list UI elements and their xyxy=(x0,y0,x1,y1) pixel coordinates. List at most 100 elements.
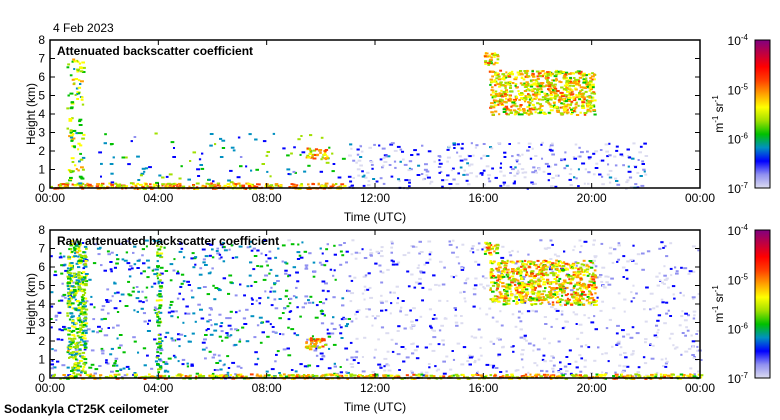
heatmap-cell xyxy=(543,272,546,275)
heatmap-cell xyxy=(697,249,701,252)
heatmap-cell xyxy=(537,271,541,274)
heatmap-cell xyxy=(568,82,572,84)
heatmap-cell xyxy=(383,365,386,368)
heatmap-cell xyxy=(566,108,569,111)
heatmap-cell xyxy=(380,246,384,249)
heatmap-cell xyxy=(455,256,460,259)
heatmap-cell xyxy=(142,312,147,315)
heatmap-cell xyxy=(78,281,81,284)
heatmap-cell xyxy=(502,303,507,306)
heatmap-cell xyxy=(271,330,275,333)
heatmap-cell xyxy=(79,70,84,73)
heatmap-cell xyxy=(200,317,205,320)
heatmap-cell xyxy=(79,360,83,362)
x-tick-label: 04:00 xyxy=(143,191,173,205)
heatmap-cell xyxy=(589,80,593,83)
heatmap-cell xyxy=(525,112,528,114)
heatmap-cell xyxy=(455,183,460,186)
heatmap-cell xyxy=(67,297,71,300)
heatmap-cell xyxy=(148,186,153,189)
heatmap-cell xyxy=(81,242,85,244)
heatmap-cell xyxy=(578,84,582,87)
y-tick-label: 6 xyxy=(38,70,45,84)
heatmap-cell xyxy=(268,272,271,275)
heatmap-cell xyxy=(534,79,538,82)
heatmap-cell xyxy=(587,316,591,319)
heatmap-cell xyxy=(557,287,562,290)
heatmap-cell xyxy=(542,283,547,286)
heatmap-cell xyxy=(78,365,82,368)
heatmap-cell xyxy=(76,182,80,185)
heatmap-cell xyxy=(515,86,519,89)
heatmap-cell xyxy=(70,240,74,243)
heatmap-cell xyxy=(350,253,354,256)
heatmap-cell xyxy=(208,178,211,181)
heatmap-cell xyxy=(658,247,662,250)
heatmap-cell xyxy=(78,62,82,65)
heatmap-cell xyxy=(533,275,537,277)
heatmap-cell xyxy=(625,277,629,280)
heatmap-cell xyxy=(85,274,88,277)
heatmap-cell xyxy=(295,373,300,376)
heatmap-cell xyxy=(117,373,121,376)
heatmap-cell xyxy=(555,282,558,285)
heatmap-cell xyxy=(331,183,335,186)
heatmap-cell xyxy=(583,269,587,272)
heatmap-cell xyxy=(349,300,353,303)
heatmap-cell xyxy=(554,78,559,81)
heatmap-cell xyxy=(577,185,580,188)
heatmap-cell xyxy=(144,296,148,299)
heatmap-cell xyxy=(81,307,86,310)
heatmap-cell xyxy=(156,363,160,365)
heatmap-cell xyxy=(557,262,560,265)
heatmap-cell xyxy=(419,271,423,274)
heatmap-cell xyxy=(315,304,319,307)
heatmap-cell xyxy=(526,283,530,286)
heatmap-cell xyxy=(296,280,300,283)
heatmap-cell xyxy=(161,176,165,179)
heatmap-cell xyxy=(496,72,499,75)
heatmap-cell xyxy=(430,326,433,329)
heatmap-cell xyxy=(75,87,79,90)
heatmap-cell xyxy=(159,241,163,244)
heatmap-cell xyxy=(549,93,554,96)
heatmap-cell xyxy=(251,183,255,186)
heatmap-cell xyxy=(315,347,318,350)
heatmap-cell xyxy=(71,78,75,81)
heatmap-cell xyxy=(156,315,160,318)
heatmap-cell xyxy=(552,293,556,296)
heatmap-cell xyxy=(179,333,184,336)
heatmap-cell xyxy=(304,264,309,267)
heatmap-cell xyxy=(493,298,498,301)
heatmap-cell xyxy=(528,94,532,97)
heatmap-cell xyxy=(536,259,540,262)
heatmap-cell xyxy=(503,95,507,97)
heatmap-cell xyxy=(158,358,162,361)
heatmap-cell xyxy=(516,153,520,156)
heatmap-cell xyxy=(345,261,348,264)
heatmap-cell xyxy=(490,80,494,83)
heatmap-cell xyxy=(580,89,584,91)
heatmap-cell xyxy=(691,245,696,248)
heatmap-cell xyxy=(262,278,267,281)
heatmap-cell xyxy=(67,349,70,352)
heatmap-cell xyxy=(420,373,424,376)
heatmap-cell xyxy=(518,269,523,272)
heatmap-cell xyxy=(397,297,400,300)
heatmap-cell xyxy=(178,292,182,295)
heatmap-cell xyxy=(634,262,638,265)
heatmap-cell xyxy=(73,255,78,258)
heatmap-cell xyxy=(179,374,183,377)
heatmap-cell xyxy=(380,294,383,297)
heatmap-cell xyxy=(491,366,495,369)
heatmap-cell xyxy=(190,257,194,260)
heatmap-cell xyxy=(527,93,530,96)
heatmap-cell xyxy=(198,158,202,161)
heatmap-cell xyxy=(84,342,88,345)
heatmap-cell xyxy=(352,359,356,362)
heatmap-cell xyxy=(72,357,77,360)
heatmap-cell xyxy=(432,329,437,332)
heatmap-cell xyxy=(552,356,555,359)
heatmap-cell xyxy=(251,185,254,187)
heatmap-cell xyxy=(181,185,186,188)
